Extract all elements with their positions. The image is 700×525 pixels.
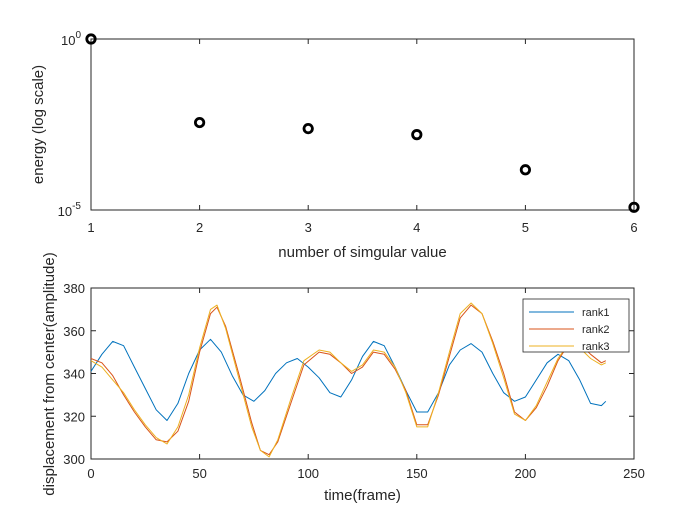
- y-tick-label: 360: [63, 324, 85, 339]
- data-point: [302, 122, 314, 135]
- y-tick-label: 340: [63, 367, 85, 382]
- displacement-chart-lines: [90, 302, 607, 458]
- x-tick-label: 2: [196, 220, 203, 235]
- energy-chart-ylabel: energy (log scale): [30, 65, 47, 184]
- x-tick-label: 250: [623, 466, 645, 481]
- x-tick-label: 0: [87, 466, 94, 481]
- x-tick-label: 1: [87, 220, 94, 235]
- displacement-chart-y-ticks: 300 320 340 360 380: [63, 281, 634, 467]
- data-point: [194, 116, 206, 129]
- x-tick-label: 3: [305, 220, 312, 235]
- y-tick-label: 320: [63, 409, 85, 424]
- x-tick-label: 5: [522, 220, 529, 235]
- data-point: [519, 164, 532, 176]
- legend-label-rank1: rank1: [582, 307, 610, 319]
- x-tick-label: 150: [406, 466, 428, 481]
- energy-chart-points: [85, 33, 640, 213]
- energy-chart-x-ticks: 1 2 3 4 5 6: [87, 39, 638, 235]
- y-tick-label: 100: [61, 30, 81, 48]
- displacement-chart-ylabel: displacement from center(amplitude): [41, 252, 58, 495]
- legend: rank1 rank2 rank3: [522, 298, 630, 353]
- x-tick-label: 50: [192, 466, 206, 481]
- x-tick-label: 4: [413, 220, 420, 235]
- data-point: [411, 129, 423, 141]
- legend-box: [522, 298, 630, 353]
- displacement-chart-xlabel: time(frame): [324, 487, 401, 504]
- energy-chart-axes-box: [90, 38, 635, 211]
- x-tick-label: 6: [630, 220, 637, 235]
- energy-chart-y-ticks: 100 10-5: [58, 30, 634, 219]
- y-tick-label: 380: [63, 281, 85, 296]
- series-line-rank1: [90, 338, 607, 421]
- series-line-rank3: [90, 302, 607, 458]
- energy-chart-xlabel: number of simgular value: [278, 244, 446, 261]
- data-point: [628, 201, 640, 213]
- legend-items: rank1 rank2 rank3: [529, 307, 610, 353]
- displacement-chart-x-ticks: 0 50 100 150 200 250: [87, 288, 645, 481]
- legend-label-rank3: rank3: [582, 341, 610, 353]
- y-tick-label: 300: [63, 452, 85, 467]
- data-point: [85, 33, 97, 45]
- x-tick-label: 100: [297, 466, 319, 481]
- legend-label-rank2: rank2: [582, 324, 610, 336]
- y-tick-label: 10-5: [58, 201, 82, 219]
- x-tick-label: 200: [515, 466, 537, 481]
